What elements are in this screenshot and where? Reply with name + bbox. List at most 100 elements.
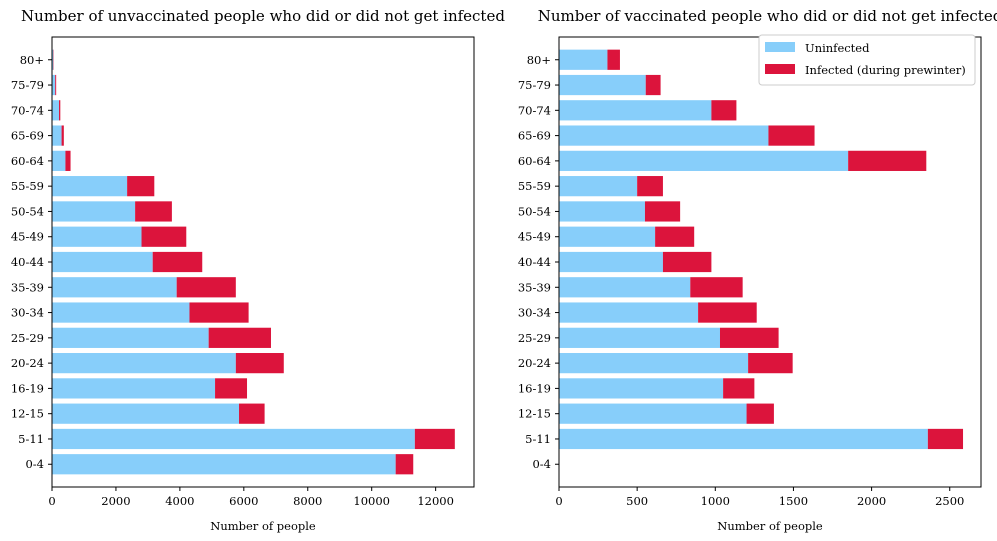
bar-infected-40-44 bbox=[662, 251, 712, 273]
x-tick-label: 6000 bbox=[229, 494, 258, 508]
y-axis-ticks: 0-4 5-11 12-15 16-19 20-24 25-29 30-34 35-39 40-… bbox=[518, 53, 559, 471]
y-tick-label: 55-59 bbox=[518, 179, 551, 193]
bar-infected-55-59 bbox=[127, 176, 155, 197]
y-tick-label: 50-54 bbox=[518, 204, 551, 218]
x-tick-label: 0 bbox=[48, 494, 55, 508]
y-tick-label: 65-69 bbox=[518, 129, 551, 143]
x-tick-label: 8000 bbox=[293, 494, 322, 508]
bar-infected-60-64 bbox=[848, 150, 927, 171]
y-tick-label: 45-49 bbox=[518, 230, 551, 244]
legend-label-infected: Infected (during prewinter) bbox=[805, 63, 966, 77]
bar-uninfected-5-11 bbox=[559, 428, 928, 450]
bar-uninfected-70-74 bbox=[559, 100, 712, 121]
bar-infected-35-39 bbox=[176, 277, 236, 298]
bar-uninfected-5-11 bbox=[52, 428, 415, 450]
bar-uninfected-60-64 bbox=[559, 150, 849, 171]
bar-uninfected-30-34 bbox=[559, 302, 699, 323]
bar-infected-30-34 bbox=[189, 302, 249, 323]
bar-uninfected-16-19 bbox=[559, 378, 724, 399]
y-tick-label: 12-15 bbox=[518, 407, 551, 421]
bar-infected-40-44 bbox=[152, 251, 203, 273]
bar-uninfected-12-15 bbox=[52, 403, 240, 424]
bar-infected-45-49 bbox=[141, 226, 187, 247]
legend: Uninfected Infected (during prewinter) bbox=[758, 34, 976, 86]
y-tick-label: 5-11 bbox=[18, 432, 44, 446]
bar-infected-70-74 bbox=[59, 100, 61, 121]
x-tick-label: 2000 bbox=[101, 494, 130, 508]
legend-box bbox=[758, 34, 976, 86]
y-tick-label: 30-34 bbox=[11, 306, 44, 320]
y-tick-label: 30-34 bbox=[518, 306, 551, 320]
bar-infected-25-29 bbox=[208, 327, 271, 348]
bar-uninfected-50-54 bbox=[559, 201, 645, 222]
bar-infected-5-11 bbox=[927, 428, 964, 450]
y-tick-label: 40-44 bbox=[11, 255, 44, 269]
legend-swatch-infected bbox=[765, 64, 795, 74]
unvaccinated-chart: Number of unvaccinated people who did or… bbox=[11, 7, 506, 533]
bar-uninfected-75-79 bbox=[559, 74, 646, 96]
bar-uninfected-12-15 bbox=[559, 403, 747, 424]
y-tick-label: 5-11 bbox=[525, 432, 551, 446]
y-tick-label: 16-19 bbox=[518, 381, 551, 395]
bar-uninfected-35-39 bbox=[52, 277, 177, 298]
y-tick-label: 35-39 bbox=[11, 280, 44, 294]
bar-uninfected-40-44 bbox=[559, 251, 663, 273]
y-tick-label: 80+ bbox=[527, 53, 551, 67]
bar-uninfected-80+ bbox=[559, 49, 608, 70]
y-tick-label: 80+ bbox=[20, 53, 44, 67]
bar-infected-70-74 bbox=[711, 100, 737, 121]
bar-uninfected-80+ bbox=[52, 49, 54, 70]
y-tick-label: 75-79 bbox=[518, 78, 551, 92]
bar-uninfected-45-49 bbox=[559, 226, 656, 247]
x-tick-label: 0 bbox=[555, 494, 562, 508]
y-tick-label: 0-4 bbox=[532, 457, 551, 471]
bar-uninfected-25-29 bbox=[52, 327, 209, 348]
bar-infected-65-69 bbox=[61, 125, 64, 146]
x-axis-ticks: 0 500 1000 1500 2000 2500 bbox=[555, 487, 964, 508]
bar-infected-5-11 bbox=[414, 428, 455, 450]
x-tick-label: 500 bbox=[626, 494, 648, 508]
legend-swatch-uninfected bbox=[765, 42, 795, 52]
x-tick-label: 10000 bbox=[353, 494, 390, 508]
bar-uninfected-30-34 bbox=[52, 302, 190, 323]
bar-uninfected-65-69 bbox=[559, 125, 769, 146]
y-axis-ticks: 0-4 5-11 12-15 16-19 20-24 25-29 30-34 35-39 40-… bbox=[11, 53, 52, 471]
bar-uninfected-20-24 bbox=[52, 353, 236, 374]
bar-uninfected-55-59 bbox=[559, 176, 638, 197]
y-tick-label: 35-39 bbox=[518, 280, 551, 294]
bar-uninfected-40-44 bbox=[52, 251, 153, 273]
bar-infected-25-29 bbox=[719, 327, 779, 348]
bar-uninfected-0-4 bbox=[52, 454, 396, 475]
y-tick-label: 70-74 bbox=[11, 103, 44, 117]
bar-uninfected-65-69 bbox=[52, 125, 62, 146]
y-tick-label: 20-24 bbox=[518, 356, 551, 370]
y-tick-label: 25-29 bbox=[518, 331, 551, 345]
x-tick-label: 2000 bbox=[857, 494, 886, 508]
x-axis-label: Number of people bbox=[210, 519, 316, 533]
bar-infected-16-19 bbox=[215, 378, 248, 399]
y-tick-label: 25-29 bbox=[11, 331, 44, 345]
y-tick-label: 55-59 bbox=[11, 179, 44, 193]
bar-infected-65-69 bbox=[768, 125, 815, 146]
legend-label-uninfected: Uninfected bbox=[805, 41, 870, 55]
bar-uninfected-20-24 bbox=[559, 353, 749, 374]
y-tick-label: 40-44 bbox=[518, 255, 551, 269]
y-tick-label: 50-54 bbox=[11, 204, 44, 218]
y-tick-label: 70-74 bbox=[518, 103, 551, 117]
bar-infected-20-24 bbox=[748, 353, 793, 374]
bar-uninfected-75-79 bbox=[52, 74, 56, 96]
bar-infected-16-19 bbox=[723, 378, 755, 399]
x-tick-label: 12000 bbox=[417, 494, 454, 508]
bar-infected-60-64 bbox=[65, 150, 71, 171]
chart-title: Number of vaccinated people who did or d… bbox=[538, 7, 997, 25]
bars bbox=[52, 49, 455, 475]
vaccinated-chart: Number of vaccinated people who did or d… bbox=[518, 7, 997, 533]
bar-infected-20-24 bbox=[235, 353, 284, 374]
bar-uninfected-35-39 bbox=[559, 277, 691, 298]
bar-infected-50-54 bbox=[135, 201, 172, 222]
bar-infected-30-34 bbox=[698, 302, 757, 323]
bar-infected-80+ bbox=[607, 49, 620, 70]
y-tick-label: 60-64 bbox=[11, 154, 44, 168]
x-tick-label: 4000 bbox=[165, 494, 194, 508]
bars bbox=[559, 49, 964, 450]
